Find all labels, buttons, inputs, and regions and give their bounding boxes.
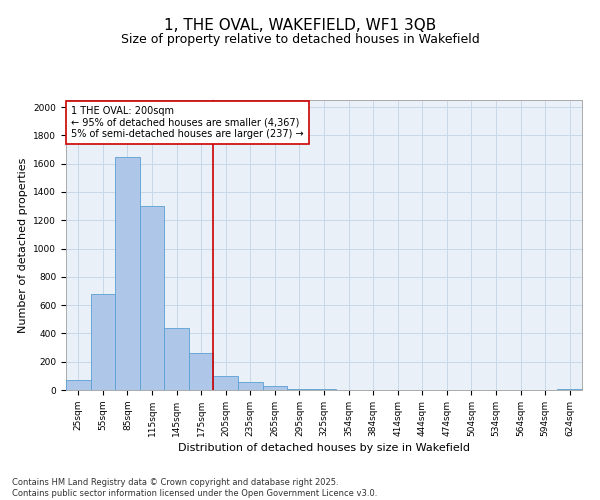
- Text: 1 THE OVAL: 200sqm
← 95% of detached houses are smaller (4,367)
5% of semi-detac: 1 THE OVAL: 200sqm ← 95% of detached hou…: [71, 106, 304, 139]
- Bar: [214, 376, 238, 390]
- X-axis label: Distribution of detached houses by size in Wakefield: Distribution of detached houses by size …: [178, 443, 470, 453]
- Bar: [189, 353, 214, 390]
- Bar: [115, 156, 140, 390]
- Bar: [164, 328, 189, 390]
- Bar: [287, 388, 312, 390]
- Bar: [66, 380, 91, 390]
- Y-axis label: Number of detached properties: Number of detached properties: [18, 158, 28, 332]
- Bar: [263, 386, 287, 390]
- Bar: [140, 206, 164, 390]
- Text: Contains HM Land Registry data © Crown copyright and database right 2025.
Contai: Contains HM Land Registry data © Crown c…: [12, 478, 377, 498]
- Text: 1, THE OVAL, WAKEFIELD, WF1 3QB: 1, THE OVAL, WAKEFIELD, WF1 3QB: [164, 18, 436, 32]
- Bar: [238, 382, 263, 390]
- Text: Size of property relative to detached houses in Wakefield: Size of property relative to detached ho…: [121, 32, 479, 46]
- Bar: [91, 294, 115, 390]
